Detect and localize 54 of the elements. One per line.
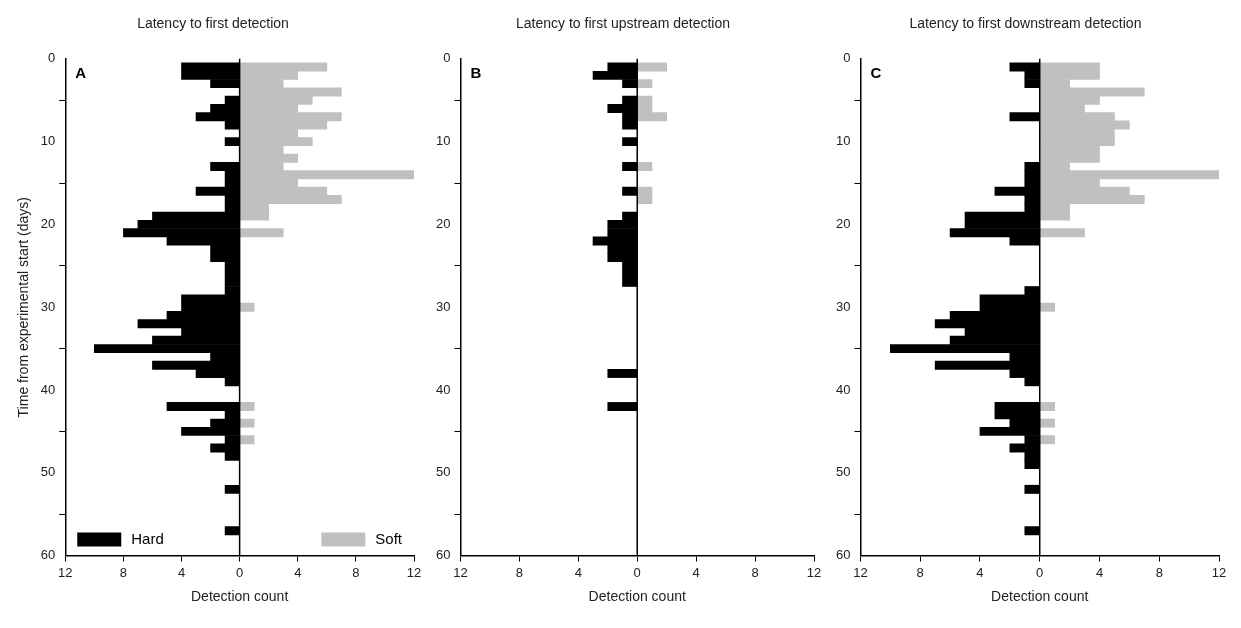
x-tick-label: 12 xyxy=(58,564,73,580)
x-tick-label: 12 xyxy=(1211,564,1227,580)
y-tick-label: 60 xyxy=(835,547,851,563)
y-tick-label: 10 xyxy=(835,133,851,149)
y-tick-label: 30 xyxy=(835,298,851,314)
annotation: C xyxy=(870,64,882,82)
x-tick-label: 8 xyxy=(119,564,127,580)
chart-title: Latency to first downstream detection xyxy=(909,15,1142,32)
x-tick-label: 12 xyxy=(453,564,468,580)
x-tick-label: 0 xyxy=(1036,564,1044,580)
x-tick-label: 0 xyxy=(236,564,244,580)
legend-label: Soft xyxy=(375,529,403,547)
y-tick-label: 0 xyxy=(443,50,451,66)
x-tick-label: 4 xyxy=(177,564,186,580)
x-axis-title: Detection count xyxy=(190,588,289,605)
legend-label: Hard xyxy=(131,529,164,547)
y-tick-label: 60 xyxy=(435,547,451,563)
y-tick-label: 0 xyxy=(48,50,56,66)
y-tick-label: 0 xyxy=(843,50,851,66)
y-tick-label: 50 xyxy=(40,464,56,480)
x-tick-label: 8 xyxy=(751,564,759,580)
x-axis-title: Detection count xyxy=(991,588,1089,605)
y-tick-label: 10 xyxy=(435,133,451,149)
y-tick-label: 50 xyxy=(835,464,851,480)
x-tick-label: 8 xyxy=(515,564,523,580)
x-tick-label: 12 xyxy=(406,564,422,580)
y-tick-label: 40 xyxy=(435,381,451,397)
y-axis-title: Time from experimental start (days) xyxy=(15,196,32,418)
y-tick-label: 50 xyxy=(435,464,451,480)
x-tick-label: 8 xyxy=(916,564,924,580)
x-tick-label: 8 xyxy=(1155,564,1163,580)
y-tick-label: 10 xyxy=(40,133,56,149)
y-tick-label: 20 xyxy=(435,215,451,231)
x-axis-title: Detection count xyxy=(588,588,686,605)
x-tick-label: 0 xyxy=(633,564,641,580)
y-tick-label: 20 xyxy=(835,215,851,231)
x-tick-label: 4 xyxy=(294,564,302,580)
y-tick-label: 40 xyxy=(835,381,851,397)
y-tick-label: 30 xyxy=(435,298,451,314)
x-tick-label: 8 xyxy=(352,564,360,580)
x-tick-label: 4 xyxy=(976,564,984,580)
y-tick-label: 40 xyxy=(40,381,56,397)
chart-title: Latency to first detection xyxy=(137,15,289,32)
x-tick-label: 12 xyxy=(806,564,822,580)
x-tick-label: 4 xyxy=(574,564,582,580)
y-tick-label: 30 xyxy=(40,298,56,314)
x-tick-label: 12 xyxy=(853,564,868,580)
y-tick-label: 20 xyxy=(40,215,56,231)
x-tick-label: 4 xyxy=(692,564,700,580)
annotation: B xyxy=(470,64,482,82)
chart-title: Latency to first upstream detection xyxy=(516,15,730,32)
annotation: A xyxy=(75,64,87,82)
y-tick-label: 60 xyxy=(40,547,56,563)
x-tick-label: 4 xyxy=(1095,564,1104,580)
